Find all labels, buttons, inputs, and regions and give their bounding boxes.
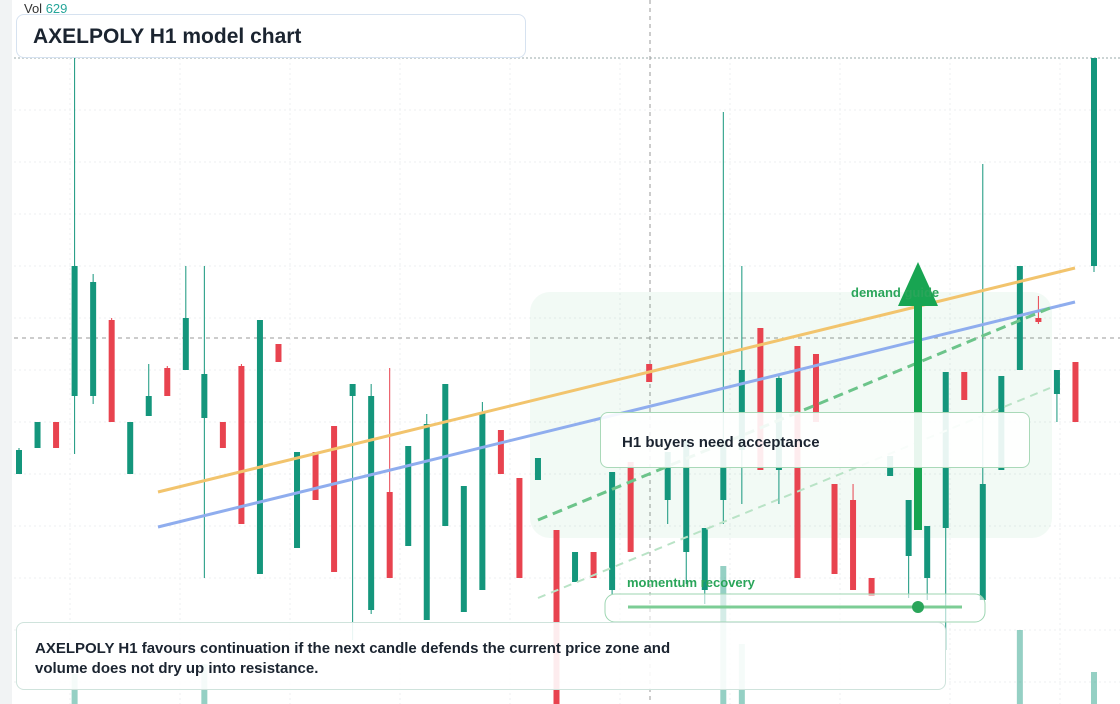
footer-note: AXELPOLY H1 favours continuation if the … xyxy=(16,622,946,690)
candle-body xyxy=(664,452,671,500)
volume-bar xyxy=(1091,672,1097,704)
candle-body xyxy=(219,422,226,448)
footer-text: AXELPOLY H1 favours continuation if the … xyxy=(35,640,671,677)
candle-body xyxy=(368,396,375,610)
candle-body xyxy=(238,366,245,524)
candle-body xyxy=(312,452,319,500)
candle-body xyxy=(423,424,430,620)
guide-label: demand guide xyxy=(851,285,939,300)
candle-body xyxy=(553,530,560,704)
candle-body xyxy=(108,320,115,422)
candle-body xyxy=(757,328,764,470)
candle-body xyxy=(275,344,282,362)
title: AXELPOLY H1 model chart xyxy=(16,14,526,58)
candle-body xyxy=(1072,362,1079,422)
candle-body xyxy=(924,526,931,578)
candle-body xyxy=(127,422,134,474)
candle-body xyxy=(53,422,60,448)
candle-body xyxy=(182,318,189,370)
candle-body xyxy=(1016,266,1023,370)
left-strip xyxy=(0,0,12,704)
acceptance-label: H1 buyers need acceptance xyxy=(600,412,1030,468)
candle-body xyxy=(34,422,41,448)
candle-body xyxy=(701,528,708,590)
candle-body xyxy=(16,450,22,474)
vol-text: Vol xyxy=(24,1,43,16)
candle-body xyxy=(868,578,875,596)
candle-body xyxy=(1091,58,1097,266)
candle-body xyxy=(609,472,616,590)
candle-body xyxy=(479,412,486,590)
candle-body xyxy=(71,266,78,396)
candle-body xyxy=(497,430,504,474)
candle-body xyxy=(534,458,541,480)
candle-body xyxy=(256,320,263,574)
candle-body xyxy=(905,500,912,556)
momentum-label: momentum recovery xyxy=(627,575,756,590)
slider-knob xyxy=(912,601,924,613)
candle-body xyxy=(720,440,727,500)
arrow-head xyxy=(898,262,938,306)
candle-body xyxy=(979,484,986,600)
candle-body xyxy=(812,354,819,422)
candle-body xyxy=(590,552,597,578)
candle-body xyxy=(331,426,338,572)
candle-body xyxy=(961,372,968,400)
candle-body xyxy=(683,440,690,552)
volume-bar xyxy=(1016,630,1023,704)
candle-body xyxy=(738,370,745,450)
candle-body xyxy=(349,384,356,396)
vol-label: Vol 629 xyxy=(24,1,67,16)
candle-body xyxy=(294,452,301,548)
candle-body xyxy=(831,484,838,574)
candle-body xyxy=(201,374,208,418)
candle-body xyxy=(405,446,412,546)
candle-body xyxy=(627,462,634,552)
candle-body xyxy=(90,282,97,396)
candle-body xyxy=(850,500,857,590)
candle-body xyxy=(516,478,523,578)
candle-body xyxy=(386,492,393,578)
vol-value: 629 xyxy=(45,1,68,16)
candle-body xyxy=(460,486,467,612)
candle-body xyxy=(572,552,579,582)
candle-body xyxy=(1035,318,1042,322)
candle-body xyxy=(1053,370,1060,394)
candle-body xyxy=(145,396,152,416)
candle-body xyxy=(164,368,171,396)
